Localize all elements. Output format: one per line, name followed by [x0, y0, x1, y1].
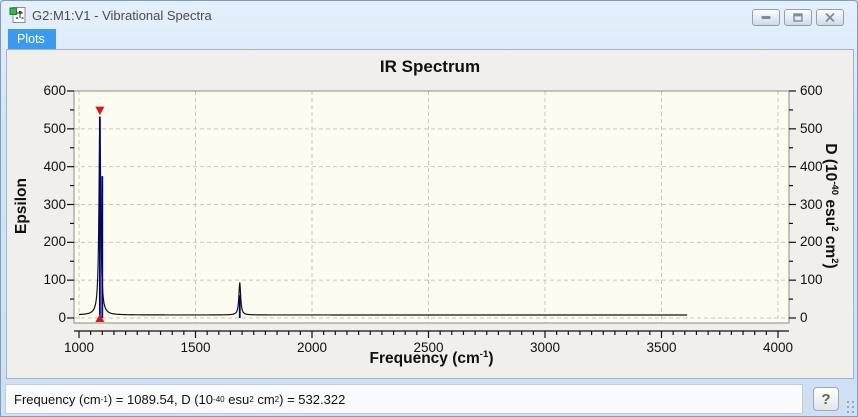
axis-tick-label: 3500 [646, 340, 677, 355]
resize-grip[interactable] [842, 401, 854, 413]
axis-tick-label: 0 [800, 310, 808, 325]
axis-tick-label: 200 [800, 234, 823, 250]
window-controls [752, 9, 844, 26]
question-mark-icon: ? [821, 390, 831, 408]
ir-spectrum-chart[interactable]: IR Spectrum Frequency (cm-1) Epsilon D (… [6, 49, 854, 379]
status-bar: Frequency (cm -1) = 1089.54, D (10 -40 esu… [5, 384, 803, 414]
minimize-icon [761, 16, 771, 19]
tab-bar: Plots [8, 29, 56, 50]
axis-tick-label: 300 [43, 196, 66, 212]
tab-plots[interactable]: Plots [8, 29, 56, 50]
axis-tick-label: 4000 [762, 340, 794, 355]
axis-tick-label: 3000 [529, 340, 561, 355]
axis-tick-label: 100 [43, 272, 66, 288]
x-axis-title: Frequency (cm-1) [369, 349, 494, 368]
axis-tick-label: 1000 [63, 340, 95, 355]
axis-tick-label: 0 [58, 310, 66, 325]
window-title: G2:M1:V1 - Vibrational Spectra [32, 8, 212, 23]
restore-button[interactable] [784, 9, 812, 26]
title-bar[interactable]: G2:M1:V1 - Vibrational Spectra [1, 1, 857, 29]
axis-tick-label: 1500 [180, 340, 211, 355]
axis-tick-label: 400 [800, 158, 823, 174]
molecule-document-icon [9, 6, 27, 24]
axis-tick-label: 2500 [413, 340, 444, 355]
axis-tick-label: 600 [800, 83, 823, 98]
help-button[interactable]: ? [813, 387, 839, 411]
axis-tick-label: 2000 [296, 340, 328, 355]
axis-tick-label: 300 [800, 196, 823, 212]
spectrum-plot[interactable] [7, 50, 853, 378]
axis-tick-label: 200 [43, 234, 66, 250]
axis-tick-label: 500 [800, 120, 823, 136]
close-icon [825, 13, 835, 22]
chart-title: IR Spectrum [379, 57, 481, 76]
restore-icon [793, 13, 803, 22]
minimize-button[interactable] [752, 9, 780, 26]
axis-tick-label: 400 [43, 158, 66, 174]
axis-tick-label: 500 [43, 120, 66, 136]
axis-tick-label: 100 [800, 272, 823, 288]
close-button[interactable] [816, 9, 844, 26]
axis-tick-label: 600 [43, 83, 66, 98]
